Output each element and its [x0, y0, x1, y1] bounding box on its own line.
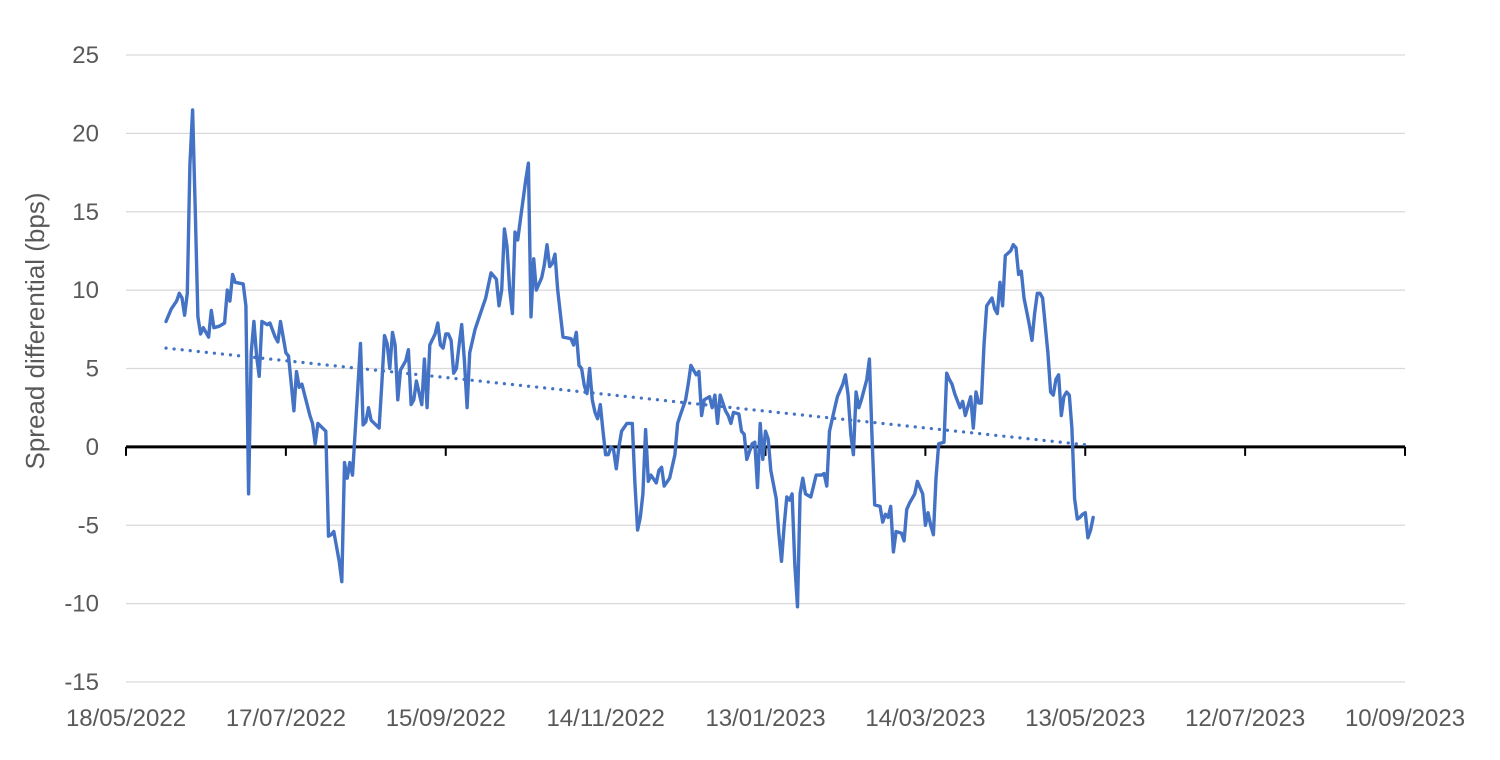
y-tick-label: 10	[72, 277, 99, 304]
x-tick-label: 14/11/2022	[546, 705, 664, 732]
y-tick-label: 25	[72, 42, 99, 69]
x-tick-label: 18/05/2022	[66, 705, 186, 732]
gridlines	[126, 54, 1405, 683]
x-tick-label: 10/09/2023	[1345, 705, 1465, 732]
x-tick-label: 15/09/2022	[386, 705, 506, 732]
trendline	[164, 346, 1093, 447]
y-axis-ticks: 25 20 15 10 5 0 -5 -10 -15	[64, 42, 99, 696]
y-tick-label: 5	[86, 356, 99, 383]
y-tick-label: -10	[64, 591, 99, 618]
y-tick-label: 15	[72, 199, 99, 226]
x-tick-label: 13/05/2023	[1025, 705, 1145, 732]
y-tick-label: 20	[72, 120, 99, 147]
spread-line	[164, 108, 1095, 609]
y-axis-title: Spread differential (bps)	[20, 192, 50, 469]
x-tick-label: 14/03/2023	[865, 705, 985, 732]
y-tick-label: 0	[86, 434, 99, 461]
x-tick-label: 17/07/2022	[226, 705, 346, 732]
y-tick-label: -5	[78, 512, 99, 539]
y-tick-label: -15	[64, 669, 99, 696]
x-axis-ticks: 18/05/2022 17/07/2022 15/09/2022 14/11/2022…	[66, 705, 1465, 732]
series-group	[164, 108, 1095, 609]
x-tick-label: 12/07/2023	[1185, 705, 1305, 732]
x-tick-label: 13/01/2023	[705, 705, 825, 732]
